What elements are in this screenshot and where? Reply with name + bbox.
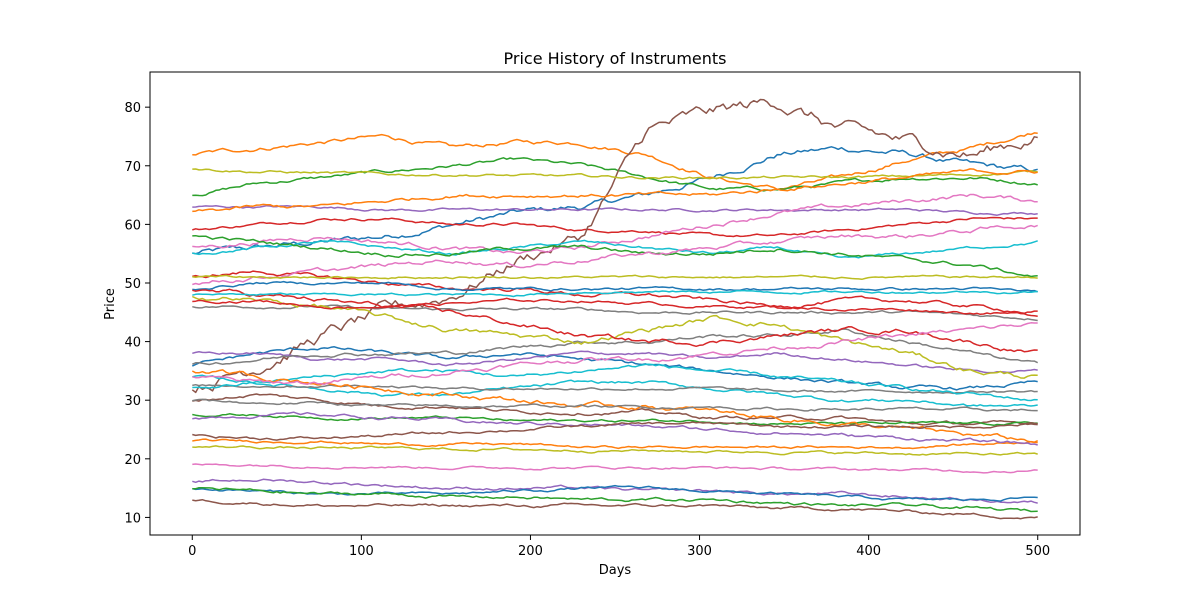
series-line xyxy=(192,463,1038,474)
series-line xyxy=(192,498,1038,520)
x-tick-label: 500 xyxy=(1025,544,1050,559)
chart-title: Price History of Instruments xyxy=(504,49,727,68)
series-line xyxy=(192,398,1038,412)
axes-group: 0 100 200 300 400 500 10 20 30 40 50 60 70 80 xyxy=(124,71,1081,559)
y-axis-label: Price xyxy=(103,288,118,320)
y-tick-label: 70 xyxy=(124,160,141,175)
x-tick-label: 0 xyxy=(188,544,196,559)
series-line xyxy=(192,486,1038,513)
y-tick-label: 10 xyxy=(124,511,141,526)
series-line xyxy=(192,328,1039,366)
y-tick-label: 20 xyxy=(124,453,141,468)
series-line xyxy=(192,168,1038,180)
series-line xyxy=(192,438,1038,450)
series-line xyxy=(192,297,1038,317)
series-line xyxy=(192,274,1038,281)
series-line xyxy=(191,346,1038,391)
series-line xyxy=(192,289,1038,298)
series-line xyxy=(192,421,1038,441)
series-line xyxy=(192,239,1038,259)
series-line xyxy=(192,288,1038,353)
series-line xyxy=(192,445,1038,456)
series-line xyxy=(192,383,1038,395)
series-line xyxy=(192,216,1038,238)
series-line xyxy=(192,413,1038,427)
x-tick-label: 200 xyxy=(518,544,543,559)
series-line xyxy=(192,193,1038,254)
series-line xyxy=(192,411,1038,446)
x-axis-label: Days xyxy=(599,563,632,578)
series-line xyxy=(192,224,1038,286)
series-line xyxy=(191,98,1038,394)
y-tick-label: 50 xyxy=(124,277,141,292)
axes-frame xyxy=(149,71,1081,536)
series-line xyxy=(192,304,1038,322)
y-tick-label: 30 xyxy=(124,394,141,409)
y-tick-label: 40 xyxy=(124,336,141,351)
x-tick-label: 100 xyxy=(349,544,374,559)
series-line xyxy=(192,204,1038,216)
series-line xyxy=(192,350,1038,374)
y-tick-label: 60 xyxy=(124,218,141,233)
series-line xyxy=(192,157,1038,197)
series-line xyxy=(192,363,1038,402)
series-line xyxy=(192,132,1038,191)
x-tick-label: 400 xyxy=(856,544,881,559)
x-tick-label: 300 xyxy=(687,544,712,559)
series-line xyxy=(192,168,1038,213)
series-line xyxy=(192,280,1038,293)
series-line xyxy=(192,234,1038,278)
series-line xyxy=(192,374,1038,407)
y-tick-label: 80 xyxy=(124,101,141,116)
series-group xyxy=(191,98,1039,520)
series-line xyxy=(192,322,1038,386)
series-line xyxy=(192,478,1038,504)
